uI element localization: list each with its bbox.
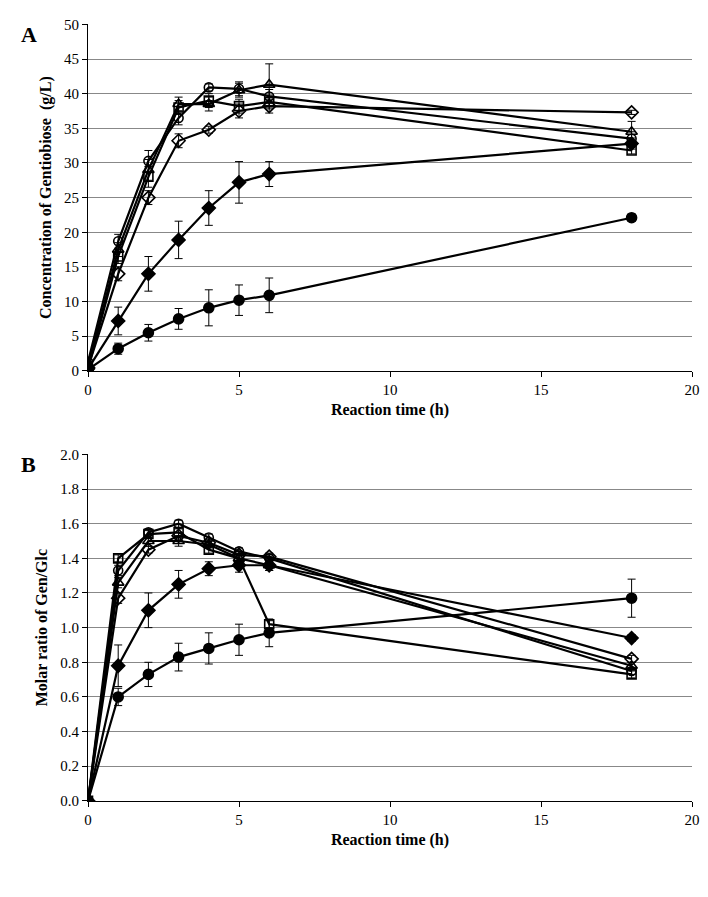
svg-text:0.8: 0.8 [60,655,79,671]
svg-text:1.8: 1.8 [60,481,79,497]
svg-text:10: 10 [383,382,398,398]
svg-text:0.6: 0.6 [60,689,79,705]
svg-text:10: 10 [64,294,79,310]
svg-text:Reaction time (h): Reaction time (h) [331,401,449,419]
svg-text:25: 25 [64,190,79,206]
svg-text:1.4: 1.4 [60,551,79,567]
svg-text:Molar ratio of Gen/Glc: Molar ratio of Gen/Glc [33,549,50,706]
svg-text:20: 20 [64,225,79,241]
svg-text:A: A [21,22,37,47]
svg-text:B: B [21,452,36,477]
svg-text:Concentration of Gentiobiose: Concentration of Gentiobiose (g/L) [37,76,55,319]
svg-text:1.2: 1.2 [60,585,79,601]
svg-text:1.6: 1.6 [60,516,79,532]
svg-text:0.4: 0.4 [60,724,79,740]
svg-text:1.0: 1.0 [60,620,79,636]
svg-text:5: 5 [72,328,80,344]
svg-text:35: 35 [64,121,79,137]
svg-text:45: 45 [64,51,79,67]
svg-text:0.2: 0.2 [60,758,79,774]
svg-text:10: 10 [383,812,398,828]
svg-text:5: 5 [235,812,243,828]
svg-text:30: 30 [64,155,79,171]
svg-text:2.0: 2.0 [60,447,79,463]
svg-text:0: 0 [84,382,92,398]
svg-text:0: 0 [84,812,92,828]
svg-text:Reaction time (h): Reaction time (h) [331,831,449,849]
svg-text:50: 50 [64,17,79,33]
svg-text:20: 20 [685,382,700,398]
svg-text:20: 20 [685,812,700,828]
svg-text:5: 5 [235,382,243,398]
svg-text:0.0: 0.0 [60,793,79,809]
svg-text:40: 40 [64,86,79,102]
svg-text:0: 0 [72,363,80,379]
svg-text:15: 15 [534,812,549,828]
svg-text:15: 15 [64,259,79,275]
svg-text:15: 15 [534,382,549,398]
